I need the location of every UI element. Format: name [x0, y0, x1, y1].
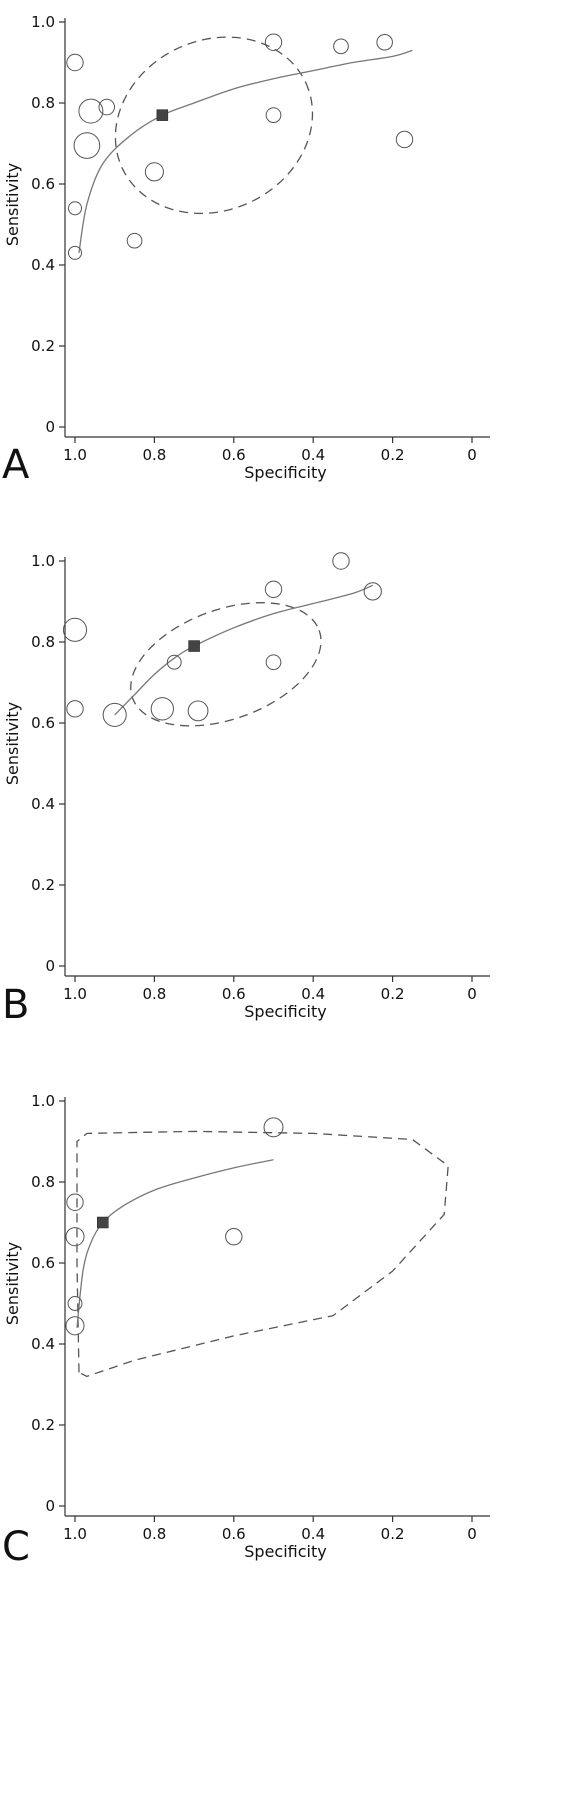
y-tick-label: 0.2 [31, 1416, 55, 1434]
study-point [263, 1117, 284, 1138]
y-tick-label: 0 [45, 957, 55, 975]
x-tick-label: 1.0 [63, 446, 87, 464]
study-point [144, 162, 164, 182]
confidence-region [114, 36, 314, 215]
sroc-curve [114, 584, 374, 716]
y-tick-label: 1.0 [31, 1092, 55, 1110]
x-tick-label: 0.2 [381, 1525, 405, 1543]
study-point [65, 1316, 85, 1336]
study-point [395, 130, 414, 149]
study-point [187, 700, 209, 722]
confidence-region [130, 602, 322, 727]
x-axis-title: Specificity [244, 463, 326, 482]
sroc-curve [78, 49, 413, 253]
y-tick-label: 0.8 [31, 1173, 55, 1191]
x-tick-label: 0 [467, 446, 477, 464]
study-point [333, 38, 349, 55]
sroc-curve [76, 1159, 274, 1328]
study-point [67, 245, 83, 260]
x-axis-title: Specificity [244, 1002, 326, 1021]
x-tick-label: 1.0 [63, 1525, 87, 1543]
study-point [66, 700, 84, 718]
y-tick-label: 0.2 [31, 876, 55, 894]
study-point [73, 132, 101, 159]
y-axis-title: Sensitivity [3, 1242, 22, 1325]
study-point [376, 33, 393, 51]
study-point [67, 1296, 83, 1311]
panel-label: B [2, 982, 29, 1028]
study-point [264, 33, 283, 51]
y-tick-label: 0 [45, 418, 55, 436]
study-point [126, 232, 143, 249]
y-tick-label: 0.4 [31, 1335, 55, 1353]
x-tick-label: 0.6 [222, 1525, 246, 1543]
study-point [264, 580, 283, 599]
x-tick-label: 0 [467, 985, 477, 1003]
study-point [66, 1193, 84, 1211]
x-tick-label: 1.0 [63, 985, 87, 1003]
y-tick-label: 0 [45, 1497, 55, 1515]
summary-point [156, 109, 169, 121]
panel-b: 0 0.2 0.4 0.6 0.8 1.0 1.0 0.8 0.6 0.4 0.2 0 Specific… [2, 552, 490, 1028]
panel-c: 0 0.2 0.4 0.6 0.8 1.0 1.0 0.8 0.6 0.4 0.2 0 Specific… [2, 1092, 490, 1570]
study-point [166, 654, 182, 670]
x-axis-title: Specificity [244, 1542, 326, 1561]
y-tick-label: 1.0 [31, 13, 55, 31]
study-point [150, 697, 174, 721]
confidence-region [76, 1130, 449, 1378]
y-tick-label: 0.2 [31, 337, 55, 355]
study-point [102, 702, 127, 727]
y-tick-label: 0.6 [31, 175, 55, 193]
x-tick-label: 0.4 [301, 985, 325, 1003]
x-tick-label: 0.4 [301, 1525, 325, 1543]
study-point [67, 201, 83, 216]
x-tick-label: 0.8 [142, 1525, 166, 1543]
y-tick-label: 0.4 [31, 256, 55, 274]
study-point [265, 107, 282, 124]
y-axis-title: Sensitivity [3, 702, 22, 785]
y-tick-label: 1.0 [31, 552, 55, 570]
panel-label: A [2, 442, 30, 488]
x-tick-label: 0.4 [301, 446, 325, 464]
x-tick-label: 0.6 [222, 446, 246, 464]
x-tick-label: 0 [467, 1525, 477, 1543]
x-tick-label: 0.2 [381, 985, 405, 1003]
x-tick-label: 0.6 [222, 985, 246, 1003]
study-point [265, 654, 282, 671]
study-point [66, 53, 84, 72]
x-tick-label: 0.8 [142, 446, 166, 464]
study-point [98, 98, 116, 116]
y-tick-label: 0.4 [31, 795, 55, 813]
y-tick-label: 0.6 [31, 1254, 55, 1272]
x-tick-label: 0.8 [142, 985, 166, 1003]
study-point [332, 552, 350, 570]
y-tick-label: 0.6 [31, 714, 55, 732]
study-point [78, 98, 104, 124]
x-tick-label: 0.2 [381, 446, 405, 464]
panel-a: 0 0.2 0.4 0.6 0.8 1.0 1.0 0.8 0.6 0.4 0.2 0 Specific… [2, 13, 490, 488]
study-point [225, 1227, 243, 1246]
y-tick-label: 0.8 [31, 633, 55, 651]
y-tick-label: 0.8 [31, 94, 55, 112]
summary-point [188, 640, 200, 652]
study-point [363, 582, 382, 601]
panel-label: C [2, 1524, 30, 1570]
study-point [62, 617, 88, 642]
y-axis-title: Sensitivity [3, 163, 22, 246]
summary-point [97, 1216, 109, 1229]
study-point [65, 1227, 85, 1247]
